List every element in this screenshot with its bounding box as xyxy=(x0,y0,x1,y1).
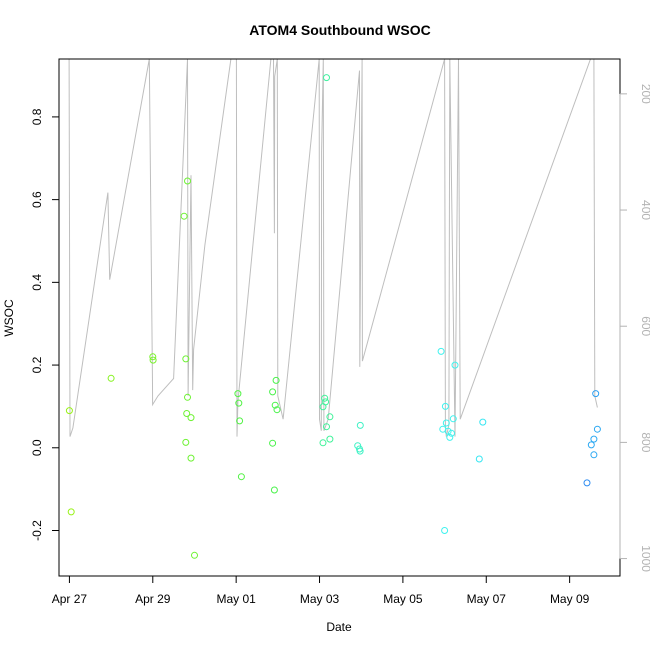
y-tick-label: -0.2 xyxy=(30,520,44,541)
data-point xyxy=(236,417,244,425)
data-point xyxy=(592,390,600,398)
y-axis: -0.2 0.0 0.2 0.4 0.6 0.8 xyxy=(30,108,60,541)
data-point xyxy=(444,427,452,435)
data-point xyxy=(323,423,330,431)
y-tick-label: 0.0 xyxy=(30,439,44,456)
y-tick-label: 0.6 xyxy=(30,191,44,208)
data-point xyxy=(271,401,279,409)
data-points xyxy=(65,74,601,559)
secondary-y-tick-label: 200 xyxy=(639,84,650,104)
secondary-y-tick-label: 400 xyxy=(639,200,650,220)
data-point xyxy=(441,402,449,410)
data-point xyxy=(183,410,191,417)
data-point xyxy=(590,451,598,459)
data-point xyxy=(326,435,334,443)
x-tick-label: May 07 xyxy=(467,592,507,606)
data-point xyxy=(356,421,364,429)
data-point xyxy=(65,407,73,415)
data-point xyxy=(441,527,449,534)
x-tick-label: May 01 xyxy=(216,592,256,606)
data-point xyxy=(446,433,454,441)
data-point xyxy=(182,438,190,446)
data-point xyxy=(107,374,115,382)
x-tick-label: Apr 29 xyxy=(135,592,171,606)
secondary-y-axis: 200 400 600 800 1000 xyxy=(619,84,650,572)
data-point xyxy=(187,414,195,422)
data-point xyxy=(319,439,327,447)
data-point xyxy=(442,419,450,427)
x-tick-label: May 03 xyxy=(300,592,340,606)
secondary-y-tick-label: 800 xyxy=(639,432,650,452)
data-point xyxy=(479,418,487,426)
x-tick-label: Apr 27 xyxy=(52,592,88,606)
data-point xyxy=(475,455,483,463)
data-point xyxy=(149,353,157,361)
y-axis-label: WSOC xyxy=(2,299,16,337)
data-point xyxy=(234,390,242,398)
data-point xyxy=(323,74,330,82)
data-point xyxy=(187,454,195,462)
data-point xyxy=(184,393,191,401)
x-tick-label: May 05 xyxy=(383,592,423,606)
secondary-y-tick-label: 1000 xyxy=(639,545,650,572)
data-point xyxy=(590,435,598,443)
data-point xyxy=(322,398,330,406)
data-point xyxy=(326,413,334,421)
data-point xyxy=(180,212,188,220)
data-point xyxy=(184,177,191,185)
data-point xyxy=(593,425,601,433)
data-point xyxy=(356,447,364,455)
x-axis: Apr 27 Apr 29 May 01 May 03 May 05 May 07 May … xyxy=(52,575,590,606)
data-point xyxy=(269,439,277,447)
data-point xyxy=(449,415,457,423)
data-point xyxy=(451,361,459,369)
data-point xyxy=(321,394,329,402)
chart-title: ATOM4 Southbound WSOC xyxy=(249,22,430,38)
altitude-track xyxy=(68,58,598,437)
data-point xyxy=(273,406,281,414)
secondary-y-tick-label: 600 xyxy=(639,316,650,336)
x-tick-label: May 09 xyxy=(550,592,590,606)
data-point xyxy=(587,441,595,449)
data-point xyxy=(182,355,190,363)
data-point xyxy=(270,486,278,494)
altitude-track-line xyxy=(68,58,598,437)
data-point xyxy=(237,473,245,481)
data-point xyxy=(269,388,277,396)
data-point xyxy=(149,356,157,364)
data-point xyxy=(437,347,445,355)
plot-frame xyxy=(58,58,621,577)
y-tick-label: 0.4 xyxy=(30,274,44,291)
y-tick-label: 0.8 xyxy=(30,108,44,125)
data-point xyxy=(235,399,243,407)
x-axis-label: Date xyxy=(326,620,352,634)
y-tick-label: 0.2 xyxy=(30,356,44,373)
data-point xyxy=(272,376,280,384)
data-point xyxy=(583,479,591,487)
data-point xyxy=(191,551,198,559)
data-point xyxy=(448,429,455,437)
data-point xyxy=(67,508,75,516)
